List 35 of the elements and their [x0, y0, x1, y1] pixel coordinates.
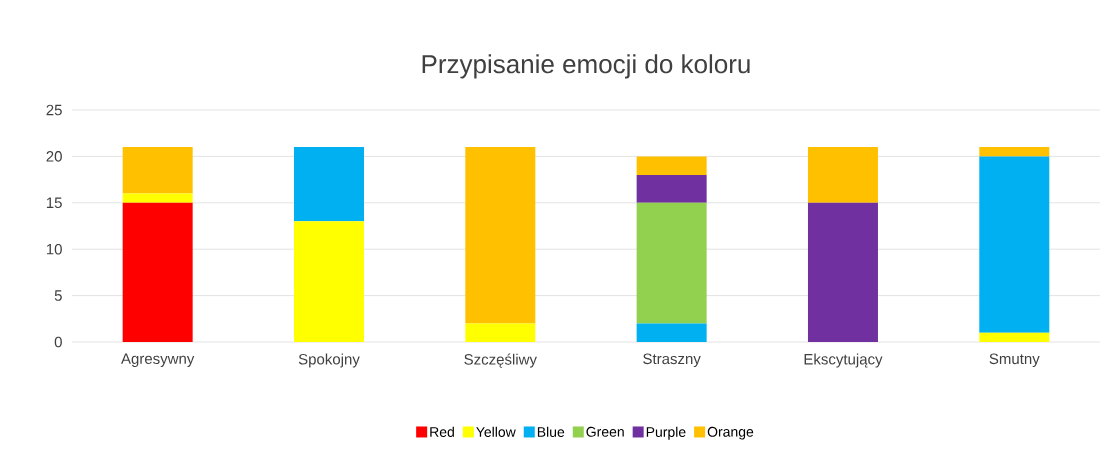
legend-label: Yellow: [476, 426, 516, 437]
chart-title: Przypisanie emocji do koloru: [422, 54, 750, 79]
y-tick-label: 15: [46, 197, 62, 209]
y-tick-label: 10: [46, 243, 62, 255]
legend-label: Purple: [646, 426, 686, 440]
bar: [293, 147, 364, 222]
bar: [636, 323, 707, 342]
bar: [979, 147, 1050, 157]
bar: [122, 193, 193, 203]
x-tick-label: Agresywny: [121, 353, 195, 367]
bar: [807, 147, 878, 203]
bar: [979, 332, 1050, 342]
legend-label: Green: [586, 426, 624, 437]
y-tick-label: 0: [54, 336, 62, 348]
x-tick-label: Ekscytujący: [804, 353, 883, 368]
y-tick-label: 25: [46, 104, 62, 116]
legend-label: Orange: [707, 426, 754, 440]
bar: [293, 221, 364, 342]
bar: [636, 174, 707, 203]
y-tick-label: 5: [54, 290, 62, 301]
bar: [465, 323, 536, 342]
legend-label: Red: [430, 426, 454, 437]
bar: [979, 156, 1050, 333]
bar: [122, 202, 193, 342]
x-tick-label: Szczęśliwy: [464, 353, 537, 368]
x-tick-label: Straszny: [643, 353, 701, 368]
x-tick-label: Smutny: [989, 353, 1040, 368]
x-tick-label: Spokojny: [298, 353, 360, 368]
bar: [807, 202, 878, 342]
bar: [636, 156, 707, 175]
legend-label: Blue: [537, 426, 565, 437]
bar: [636, 202, 707, 324]
bar: [122, 147, 193, 194]
y-tick-label: 20: [46, 151, 62, 162]
bar: [465, 147, 536, 324]
